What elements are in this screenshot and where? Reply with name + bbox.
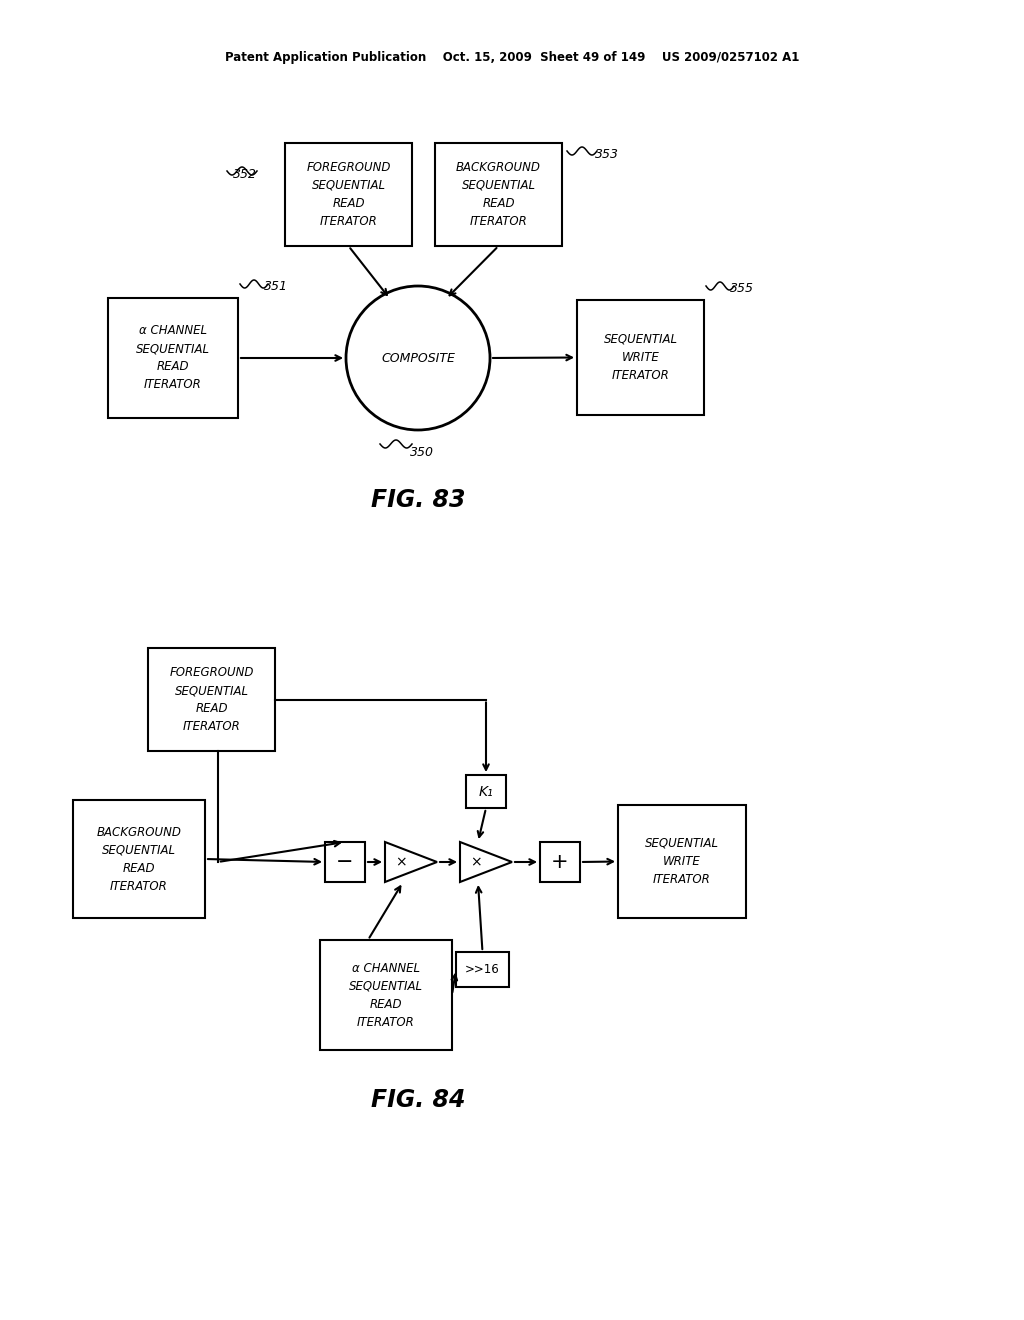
Text: 355: 355	[730, 281, 754, 294]
Text: BACKGROUND
SEQUENTIAL
READ
ITERATOR: BACKGROUND SEQUENTIAL READ ITERATOR	[456, 161, 541, 228]
Bar	[618, 805, 746, 917]
Text: FOREGROUND
SEQUENTIAL
READ
ITERATOR: FOREGROUND SEQUENTIAL READ ITERATOR	[306, 161, 391, 228]
Bar	[466, 775, 506, 808]
Text: α CHANNEL
SEQUENTIAL
READ
ITERATOR: α CHANNEL SEQUENTIAL READ ITERATOR	[136, 325, 210, 392]
Text: SEQUENTIAL
WRITE
ITERATOR: SEQUENTIAL WRITE ITERATOR	[603, 333, 678, 381]
Text: 350: 350	[410, 446, 434, 458]
Bar	[73, 800, 205, 917]
Bar	[435, 143, 562, 246]
Text: >>16: >>16	[465, 964, 500, 975]
Polygon shape	[460, 842, 512, 882]
Text: 351: 351	[264, 280, 288, 293]
Text: +: +	[551, 851, 568, 873]
Text: COMPOSITE: COMPOSITE	[381, 351, 455, 364]
Bar	[319, 940, 452, 1049]
Text: ×: ×	[470, 855, 482, 869]
Text: FOREGROUND
SEQUENTIAL
READ
ITERATOR: FOREGROUND SEQUENTIAL READ ITERATOR	[169, 667, 254, 733]
Text: FIG. 84: FIG. 84	[371, 1088, 465, 1111]
Bar	[108, 298, 238, 418]
Text: FIG. 83: FIG. 83	[371, 488, 465, 512]
Circle shape	[346, 286, 490, 430]
Bar	[148, 648, 275, 751]
Text: 352: 352	[233, 169, 257, 181]
Bar	[325, 842, 365, 882]
Bar	[285, 143, 412, 246]
Text: Patent Application Publication    Oct. 15, 2009  Sheet 49 of 149    US 2009/0257: Patent Application Publication Oct. 15, …	[225, 51, 799, 65]
Bar	[540, 842, 580, 882]
Text: α CHANNEL
SEQUENTIAL
READ
ITERATOR: α CHANNEL SEQUENTIAL READ ITERATOR	[349, 961, 423, 1028]
Text: BACKGROUND
SEQUENTIAL
READ
ITERATOR: BACKGROUND SEQUENTIAL READ ITERATOR	[96, 825, 181, 892]
Text: ×: ×	[395, 855, 407, 869]
Polygon shape	[385, 842, 437, 882]
Text: −: −	[336, 851, 353, 873]
Text: SEQUENTIAL
WRITE
ITERATOR: SEQUENTIAL WRITE ITERATOR	[645, 837, 719, 886]
Bar	[577, 300, 705, 414]
Text: K₁: K₁	[478, 784, 494, 799]
Text: 353: 353	[595, 149, 618, 161]
Bar	[456, 952, 509, 987]
